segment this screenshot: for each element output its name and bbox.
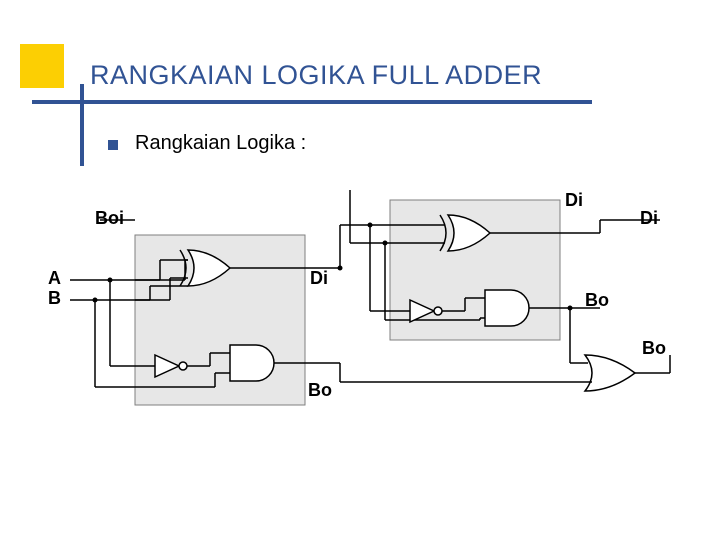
label-boi: Boi — [95, 208, 124, 229]
bullet-text: Rangkaian Logika : — [135, 132, 306, 155]
label-bo-mid: Bo — [308, 380, 332, 401]
logic-diagram: Boi A B Di Bo Di Di Bo Bo — [40, 190, 680, 470]
and-gate-1 — [230, 345, 274, 381]
label-bo-out: Bo — [642, 338, 666, 359]
slide: RANGKAIAN LOGIKA FULL ADDER Rangkaian Lo… — [0, 0, 720, 540]
or-gate-1 — [585, 355, 635, 391]
circuit-svg — [40, 190, 680, 470]
label-b: B — [48, 288, 61, 309]
decor-blue-vline — [80, 84, 84, 166]
label-di-out: Di — [640, 208, 658, 229]
label-di-top: Di — [565, 190, 583, 211]
label-bo-r: Bo — [585, 290, 609, 311]
label-a: A — [48, 268, 61, 289]
bullet-icon — [108, 140, 118, 150]
decor-yellow-block — [20, 44, 64, 88]
and-gate-2 — [485, 290, 529, 326]
decor-blue-hline — [32, 100, 592, 104]
page-title: RANGKAIAN LOGIKA FULL ADDER — [90, 60, 542, 91]
label-di-mid: Di — [310, 268, 328, 289]
